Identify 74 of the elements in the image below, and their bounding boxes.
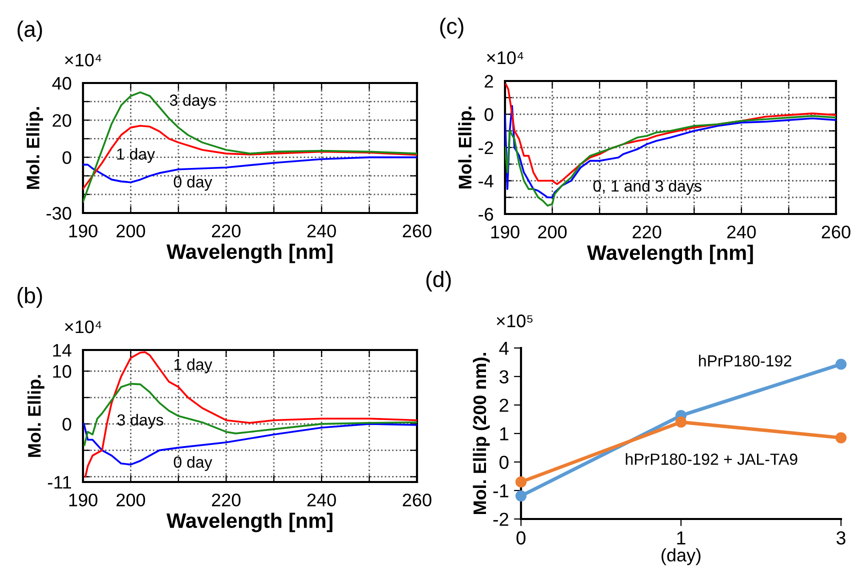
x-tick-label: 220 <box>212 494 240 506</box>
y-tick-label: -2 <box>493 512 508 526</box>
y-tick-label: -1 <box>493 484 508 498</box>
point <box>675 416 687 428</box>
x-tick-label: 260 <box>402 224 432 238</box>
x-axis-title: Wavelength [nm] <box>166 512 332 532</box>
text: ×10⁵ <box>496 314 533 328</box>
y-tick-label: 20 <box>52 114 72 127</box>
x-tick-label: 200 <box>116 224 146 238</box>
y-tick-label: -30 <box>46 206 72 220</box>
y-tick-label: 0 <box>62 418 72 431</box>
point <box>835 358 847 370</box>
series-label: hPrP180-192 + JAL-TA9 <box>626 453 798 465</box>
line-series <box>84 382 417 446</box>
y-tick-label: 0 <box>484 108 494 121</box>
series-label: 1 day <box>174 358 212 374</box>
point <box>515 490 527 502</box>
y-tick-label: 10 <box>53 365 72 378</box>
series-label: 3 days <box>170 94 216 110</box>
y-axis-title: Mol. Ellip. <box>28 375 44 457</box>
y-tick-label: 0 <box>500 456 508 469</box>
chart-title: (c) <box>440 18 464 38</box>
x-tick-label: 260 <box>402 494 432 506</box>
x-tick-label: 220 <box>212 224 240 238</box>
chart-title: (b) <box>18 287 42 308</box>
y-tick-label: -6 <box>478 208 494 221</box>
y-tick-label: 4 <box>499 342 509 355</box>
line-series <box>83 91 417 203</box>
x-tick-label: 260 <box>822 226 850 238</box>
text: ×10⁴ <box>487 51 524 64</box>
x-tick-label: 200 <box>538 226 567 238</box>
point <box>835 432 847 444</box>
line-series <box>505 105 836 198</box>
x-tick-label: 200 <box>116 494 146 506</box>
x-tick-label: 240 <box>307 494 336 506</box>
series-label: 3 days <box>117 414 164 429</box>
x-axis-title: (day) <box>662 548 700 566</box>
chart-title: (d) <box>426 270 451 292</box>
series-label: 0 day <box>174 456 212 471</box>
x-axis-title: Wavelength [nm] <box>587 244 753 264</box>
line-series <box>505 115 836 207</box>
annotation: 0, 1 and 3 days <box>593 180 702 195</box>
x-tick-label: 190 <box>69 224 98 238</box>
series-label: 1 day <box>117 148 155 163</box>
x-tick-label: 190 <box>69 494 98 506</box>
y-tick-label: 0 <box>62 151 72 164</box>
y-tick-label: 3 <box>499 370 508 384</box>
text: ×10⁴ <box>65 320 102 334</box>
x-tick-label: 190 <box>491 226 520 238</box>
text: ×10⁴ <box>65 54 102 66</box>
line-series <box>84 351 417 478</box>
y-tick-label: 40 <box>52 76 72 90</box>
y-tick-label: 2 <box>500 398 508 412</box>
y-tick-label: 14 <box>53 344 72 357</box>
y-axis-title: Mol. Ellip. <box>458 106 476 188</box>
y-tick-label: -2 <box>478 141 493 154</box>
y-axis-title: Mol. Ellip. <box>26 107 44 189</box>
y-tick-label: -11 <box>48 476 72 489</box>
x-axis-title: Wavelength [nm] <box>166 244 332 264</box>
series-label: hPrP180-192 <box>699 354 792 367</box>
y-tick-label: 1 <box>500 427 508 440</box>
y-axis-title: Mol. Ellip (200 nm). <box>472 352 490 514</box>
line-series <box>83 124 417 190</box>
series-label: 0 day <box>174 176 212 191</box>
y-tick-label: -4 <box>478 174 494 188</box>
x-tick-label: 220 <box>632 226 662 238</box>
x-tick-label: 0 <box>516 531 526 545</box>
x-tick-label: 3 <box>836 531 846 545</box>
x-tick-label: 1 <box>677 531 686 544</box>
point <box>515 476 527 488</box>
x-tick-label: 240 <box>307 224 336 238</box>
y-tick-label: 2 <box>484 74 493 88</box>
chart-title: (a) <box>18 20 42 42</box>
x-tick-label: 240 <box>727 226 756 238</box>
